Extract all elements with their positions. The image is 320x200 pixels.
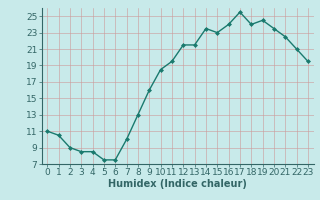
X-axis label: Humidex (Indice chaleur): Humidex (Indice chaleur): [108, 179, 247, 189]
